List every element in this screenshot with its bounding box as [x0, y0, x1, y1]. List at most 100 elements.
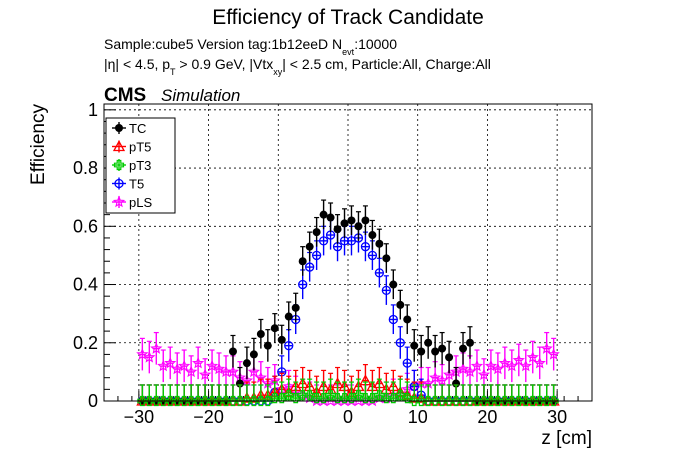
info-line-cuts: |η| < 4.5, pT > 0.9 GeV, |Vtxxy| < 2.5 c…	[104, 56, 491, 77]
legend-item-pt5: pT5	[112, 140, 151, 155]
marker-pt3	[227, 395, 239, 407]
marker-tc	[410, 341, 419, 350]
marker-pt3	[158, 395, 169, 407]
marker-tc	[347, 216, 356, 225]
marker-pls	[540, 342, 553, 354]
y-tick-label: 0.6	[73, 216, 98, 236]
marker-pt3	[471, 395, 483, 407]
marker-pls	[136, 347, 149, 360]
marker-tc	[242, 359, 251, 368]
marker-tc	[382, 254, 391, 263]
marker-tc	[312, 228, 321, 237]
marker-pls	[547, 347, 560, 360]
marker-pls	[442, 368, 456, 381]
marker-pt3	[151, 395, 162, 407]
marker-pt3	[193, 395, 204, 407]
marker-pt3	[457, 395, 469, 407]
marker-pt3	[186, 395, 197, 407]
legend-label: pT5	[129, 140, 151, 155]
marker-pls	[526, 350, 539, 363]
x-tick-label: 0	[343, 407, 353, 427]
marker-pt3	[423, 395, 434, 407]
marker-pt5	[240, 391, 254, 403]
marker-tc	[270, 324, 279, 333]
marker-pt3	[172, 395, 183, 407]
marker-pt3	[262, 395, 273, 407]
marker-pls	[143, 350, 156, 363]
marker-tc	[263, 341, 272, 350]
marker-tc	[431, 347, 440, 356]
marker-pt3	[395, 390, 406, 401]
marker-pls	[164, 356, 177, 369]
marker-pt3	[297, 390, 308, 401]
marker-pt3	[527, 395, 538, 407]
errorbar-pt3	[403, 381, 411, 401]
marker-pls	[498, 356, 512, 369]
marker-tc	[389, 280, 398, 289]
x-tick-label: 10	[408, 407, 428, 427]
marker-tc	[340, 219, 349, 228]
y-tick-label: 0.2	[73, 333, 98, 353]
marker-t5	[388, 314, 398, 325]
marker-pt3	[360, 392, 371, 404]
errorbar-pt3	[348, 381, 355, 401]
info-line-sample: Sample:cube5 Version tag:1b12eeD Nevt:10…	[104, 36, 397, 57]
marker-pt3	[450, 395, 462, 407]
marker-pt3	[353, 390, 364, 401]
marker-pt3	[113, 159, 125, 171]
marker-pt3	[276, 392, 287, 404]
marker-pt3	[499, 395, 510, 407]
x-tick-label: −10	[263, 407, 294, 427]
marker-pt3	[234, 395, 246, 407]
x-axis-label: z [cm]	[541, 428, 592, 449]
marker-pt3	[443, 395, 455, 407]
series-t5	[137, 219, 559, 406]
marker-pt3	[290, 392, 301, 404]
marker-pt3	[304, 390, 315, 401]
marker-pls	[157, 359, 170, 372]
marker-t5	[367, 250, 378, 261]
errorbar-pt3	[368, 381, 376, 401]
marker-tc	[361, 216, 370, 225]
marker-pt3	[144, 395, 155, 407]
legend-item-t5: T5	[112, 177, 144, 192]
marker-pt3	[513, 395, 524, 407]
simulation-label: Simulation	[161, 86, 240, 105]
marker-pt3	[165, 395, 176, 407]
marker-pls	[519, 359, 532, 372]
marker-t5	[311, 250, 322, 261]
marker-pls	[484, 359, 498, 372]
marker-tc	[354, 222, 363, 231]
legend-item-pls: pLS	[112, 195, 152, 210]
errorbar-t5	[396, 326, 404, 359]
marker-tc	[305, 242, 314, 251]
marker-pt3	[248, 395, 259, 407]
marker-pt3	[478, 395, 490, 407]
marker-pls	[533, 356, 546, 369]
marker-pt3	[199, 395, 211, 407]
marker-t5	[284, 341, 294, 351]
marker-tc	[396, 300, 405, 309]
marker-pls	[512, 353, 525, 366]
marker-pls	[470, 359, 484, 372]
marker-tc	[284, 312, 293, 321]
marker-pt3	[409, 395, 420, 407]
marker-pt3	[402, 392, 413, 404]
marker-tc	[319, 210, 328, 219]
marker-pt3	[534, 395, 545, 407]
marker-pt3	[339, 392, 350, 404]
marker-pls	[191, 356, 205, 369]
errorbar-t5	[403, 346, 411, 380]
marker-pt3	[137, 395, 148, 407]
marker-pt3	[374, 390, 385, 401]
marker-t5	[402, 358, 412, 368]
marker-t5	[305, 262, 315, 272]
errorbar-t5	[389, 304, 397, 335]
marker-tc	[417, 347, 426, 356]
legend-label: TC	[129, 121, 146, 136]
marker-tc	[459, 344, 468, 353]
marker-tc	[256, 330, 265, 339]
marker-tc	[375, 239, 384, 248]
marker-pls	[226, 365, 240, 378]
